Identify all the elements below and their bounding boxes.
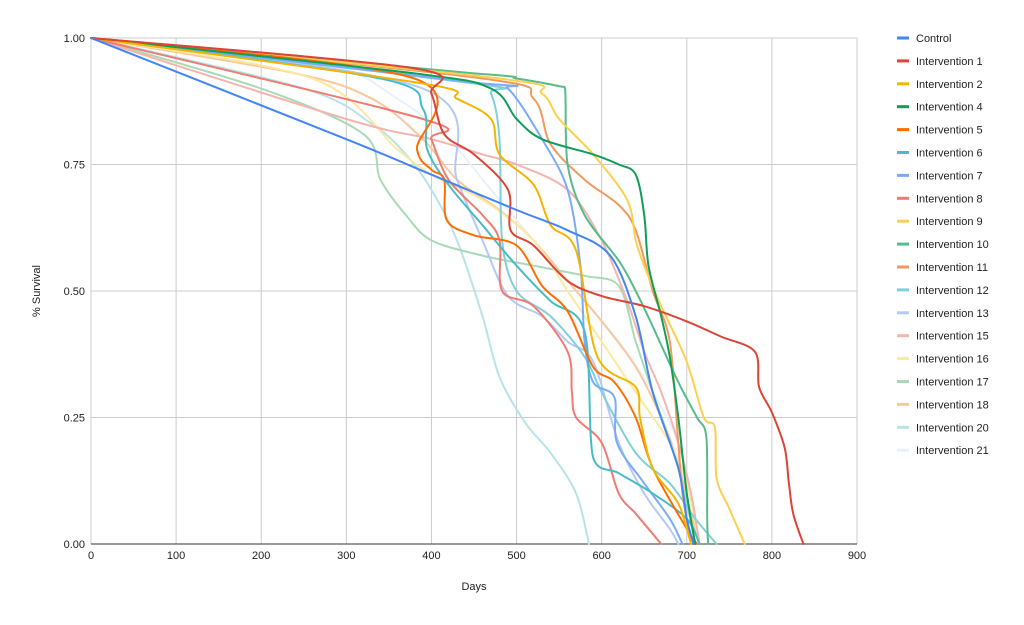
legend-label: Intervention 5 (916, 125, 983, 137)
legend-item-intervention-7: Intervention 7 (897, 170, 983, 182)
legend-item-intervention-16: Intervention 16 (897, 354, 989, 366)
legend-label: Intervention 4 (916, 102, 983, 114)
legend-item-intervention-18: Intervention 18 (897, 399, 989, 411)
legend: Control Intervention 1 Intervention 2 Inter… (897, 33, 989, 457)
legend-label: Control (916, 33, 951, 45)
x-tick-label: 800 (763, 550, 781, 562)
y-tick-label: 0.50 (64, 286, 85, 298)
series-line-intervention-15 (90, 37, 701, 545)
x-tick-label: 100 (167, 550, 185, 562)
legend-item-intervention-21: Intervention 21 (897, 445, 989, 457)
legend-label: Intervention 20 (916, 422, 989, 434)
y-tick-label: 0.75 (64, 160, 85, 172)
legend-label: Intervention 10 (916, 239, 989, 251)
x-tick-label: 700 (678, 550, 696, 562)
x-tick-label: 300 (337, 550, 355, 562)
legend-label: Intervention 2 (916, 79, 983, 91)
legend-item-intervention-9: Intervention 9 (897, 216, 983, 228)
legend-item-intervention-6: Intervention 6 (897, 148, 983, 160)
legend-label: Intervention 8 (916, 193, 983, 205)
series-line-intervention-11 (90, 37, 692, 545)
legend-label: Intervention 12 (916, 285, 989, 297)
legend-label: Intervention 21 (916, 445, 989, 457)
series-line-intervention-10 (90, 37, 710, 545)
y-tick-label: 0.00 (64, 539, 85, 551)
series-line-intervention-2 (90, 37, 692, 545)
series-line-intervention-5 (90, 37, 698, 545)
series-line-intervention-20 (90, 37, 590, 545)
y-tick-label: 0.25 (64, 413, 85, 425)
x-tick-label: 500 (507, 550, 525, 562)
legend-item-intervention-11: Intervention 11 (897, 262, 988, 274)
series-line-intervention-1 (90, 37, 805, 545)
legend-label: Intervention 13 (916, 308, 989, 320)
series-line-control (90, 37, 695, 545)
legend-item-intervention-4: Intervention 4 (897, 102, 983, 114)
axis-layer: 0 100 200 300 400 500 600 700 800 900 0.00 0.25 0.50… (64, 33, 867, 562)
legend-item-intervention-1: Intervention 1 (897, 56, 983, 68)
x-tick-label: 400 (422, 550, 440, 562)
legend-label: Intervention 1 (916, 56, 983, 68)
legend-item-intervention-20: Intervention 20 (897, 422, 989, 434)
y-axis-title: % Survival (31, 265, 43, 317)
y-tick-label: 1.00 (64, 33, 85, 45)
legend-label: Intervention 18 (916, 399, 989, 411)
series-line-intervention-13 (90, 37, 680, 545)
x-tick-label: 600 (592, 550, 610, 562)
series-layer (90, 37, 805, 545)
series-line-intervention-8 (90, 37, 663, 545)
legend-label: Intervention 17 (916, 377, 989, 389)
x-tick-label: 0 (88, 550, 94, 562)
legend-label: Intervention 16 (916, 354, 989, 366)
legend-item-intervention-17: Intervention 17 (897, 377, 989, 389)
legend-item-intervention-8: Intervention 8 (897, 193, 983, 205)
legend-label: Intervention 11 (916, 262, 988, 274)
legend-label: Intervention 9 (916, 216, 983, 228)
legend-item-intervention-12: Intervention 12 (897, 285, 989, 297)
legend-item-intervention-10: Intervention 10 (897, 239, 989, 251)
legend-label: Intervention 6 (916, 148, 983, 160)
legend-item-intervention-15: Intervention 15 (897, 331, 989, 343)
x-tick-label: 200 (252, 550, 270, 562)
legend-label: Intervention 15 (916, 331, 989, 343)
legend-label: Intervention 7 (916, 170, 983, 182)
series-line-intervention-6 (90, 37, 701, 545)
series-line-intervention-9 (90, 37, 746, 545)
legend-item-intervention-2: Intervention 2 (897, 79, 983, 91)
x-axis-title: Days (461, 581, 487, 593)
series-line-intervention-4 (90, 37, 697, 545)
x-tick-label: 900 (848, 550, 866, 562)
legend-item-intervention-5: Intervention 5 (897, 125, 983, 137)
legend-item-control: Control (897, 33, 951, 45)
legend-item-intervention-13: Intervention 13 (897, 308, 989, 320)
